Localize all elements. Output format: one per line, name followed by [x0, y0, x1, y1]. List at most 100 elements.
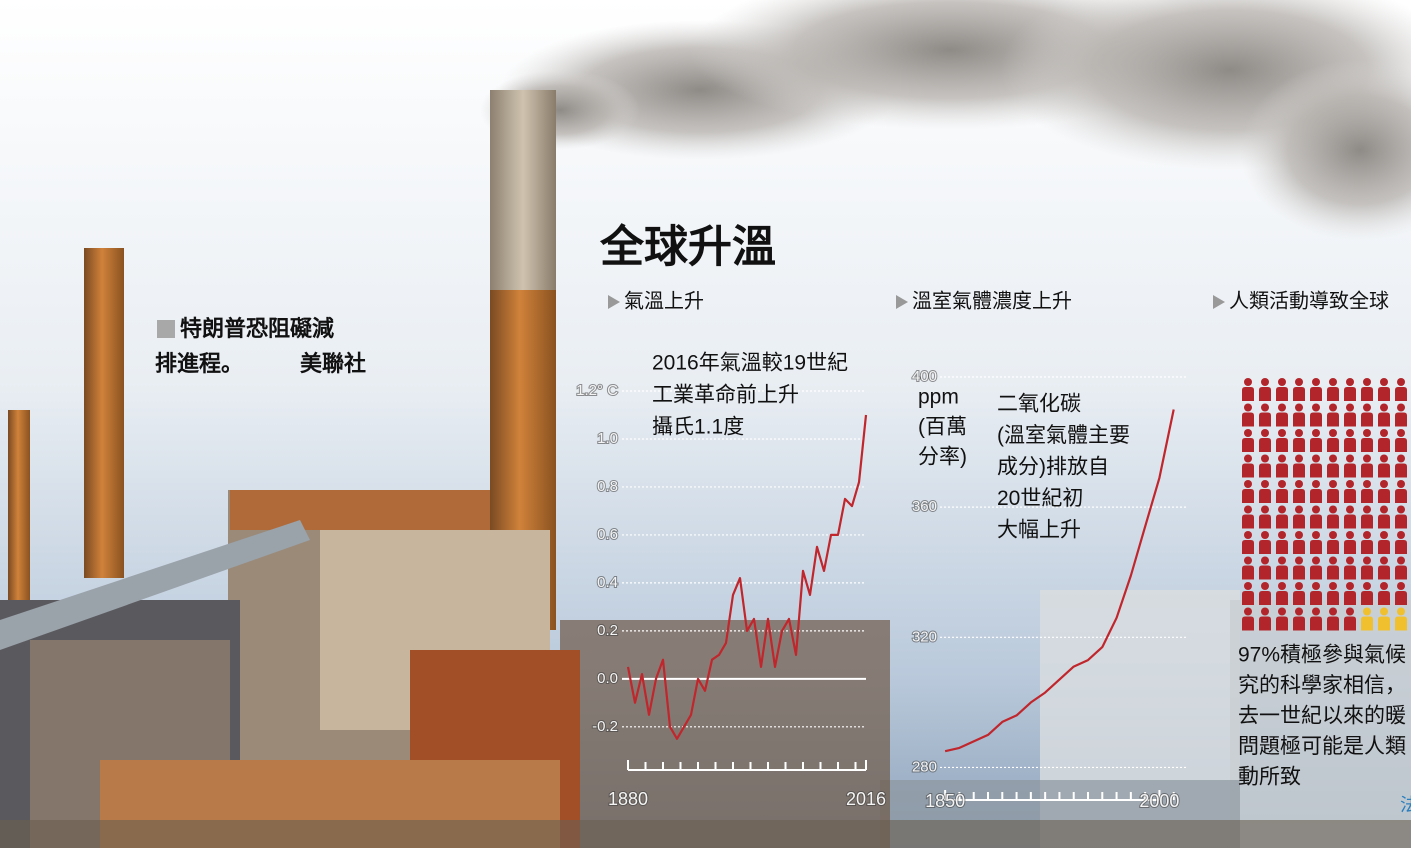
icon-body — [1310, 514, 1322, 529]
photo-caption: 排進程。 — [155, 351, 243, 376]
person-icon — [1361, 480, 1373, 503]
icon-head — [1329, 505, 1337, 514]
icon-head — [1278, 582, 1286, 590]
person-icon — [1378, 531, 1390, 554]
person-icon — [1344, 403, 1356, 427]
annotation: 工業革命前上升 — [652, 384, 799, 407]
person-icon — [1242, 556, 1254, 580]
icon-body — [1293, 387, 1305, 401]
icon-head — [1363, 582, 1371, 590]
icon-head — [1380, 454, 1388, 463]
icon-body — [1395, 565, 1407, 580]
icon-body — [1310, 463, 1322, 478]
icon-body — [1378, 565, 1390, 580]
icon-body — [1395, 489, 1407, 503]
icon-head — [1397, 480, 1405, 488]
person-icon — [1361, 454, 1373, 478]
person-icon — [1242, 531, 1254, 554]
icon-body — [1242, 540, 1254, 554]
icon-head — [1329, 556, 1337, 565]
icon-body — [1242, 438, 1254, 452]
icon-body — [1276, 514, 1288, 529]
person-icon — [1327, 429, 1339, 452]
icon-body — [1242, 489, 1254, 503]
icon-head — [1244, 429, 1252, 437]
icon-body — [1344, 514, 1356, 529]
caption: 問題極可能是人類 — [1238, 735, 1406, 758]
person-icon — [1395, 454, 1407, 478]
icon-body — [1276, 412, 1288, 427]
icon-body — [1395, 591, 1407, 605]
person-icon — [1310, 403, 1322, 427]
icon-body — [1361, 514, 1373, 529]
caption: 動所致 — [1238, 766, 1301, 789]
icon-head — [1244, 505, 1252, 514]
icon-head — [1295, 454, 1303, 463]
caption: 97%積極參與氣候 — [1238, 644, 1406, 667]
person-icon — [1378, 378, 1390, 401]
icon-body — [1327, 412, 1339, 427]
person-icon — [1395, 556, 1407, 580]
person-icon — [1344, 582, 1356, 605]
icon-body — [1242, 514, 1254, 529]
subtitle: 氣溫上升 — [624, 289, 704, 312]
caption-marker — [157, 320, 175, 338]
icon-head — [1363, 429, 1371, 437]
person-icon — [1361, 607, 1373, 631]
icon-head — [1278, 556, 1286, 565]
person-icon — [1361, 531, 1373, 554]
person-icon — [1361, 429, 1373, 452]
person-icon — [1259, 429, 1271, 452]
person-icon — [1293, 531, 1305, 554]
icon-body — [1327, 438, 1339, 452]
icon-body — [1361, 412, 1373, 427]
icon-head — [1380, 607, 1388, 616]
icon-body — [1259, 591, 1271, 605]
y-tick-label: -0.2 — [592, 718, 618, 735]
y-tick-label: 0.8 — [597, 478, 618, 495]
icon-head — [1397, 378, 1405, 386]
person-icon — [1378, 403, 1390, 427]
icon-head — [1346, 429, 1354, 437]
icon-body — [1395, 412, 1407, 427]
person-icon — [1259, 582, 1271, 605]
icon-head — [1312, 582, 1320, 590]
icon-body — [1276, 489, 1288, 503]
icon-head — [1329, 531, 1337, 539]
y-tick-label: 0.4 — [597, 574, 618, 591]
icon-body — [1242, 463, 1254, 478]
person-icon — [1395, 505, 1407, 529]
icon-body — [1293, 514, 1305, 529]
data-line — [944, 409, 1175, 753]
person-icon — [1293, 556, 1305, 580]
icon-head — [1261, 607, 1269, 616]
icon-head — [1329, 582, 1337, 590]
y-axis-label: ppm — [918, 386, 959, 409]
icon-head — [1329, 480, 1337, 488]
icon-head — [1346, 480, 1354, 488]
person-icon — [1378, 505, 1390, 529]
icon-body — [1361, 489, 1373, 503]
icon-head — [1346, 378, 1354, 386]
x-tick-label: 2000 — [1139, 791, 1179, 811]
person-icon — [1361, 556, 1373, 580]
y-tick-label: 320 — [912, 628, 937, 645]
person-icon — [1395, 378, 1407, 401]
icon-body — [1259, 565, 1271, 580]
icon-body — [1293, 438, 1305, 452]
subtitle-marker — [1213, 295, 1225, 309]
icon-body — [1242, 387, 1254, 401]
person-icon — [1378, 480, 1390, 503]
person-icon — [1344, 454, 1356, 478]
person-icon — [1259, 505, 1271, 529]
icon-body — [1378, 489, 1390, 503]
icon-body — [1361, 387, 1373, 401]
icon-head — [1244, 607, 1252, 616]
icon-head — [1346, 403, 1354, 412]
person-icon — [1395, 403, 1407, 427]
icon-head — [1397, 582, 1405, 590]
icon-body — [1361, 591, 1373, 605]
icon-head — [1295, 556, 1303, 565]
annotation: 2016年氣溫較19世紀 — [652, 352, 848, 375]
icon-body — [1378, 463, 1390, 478]
